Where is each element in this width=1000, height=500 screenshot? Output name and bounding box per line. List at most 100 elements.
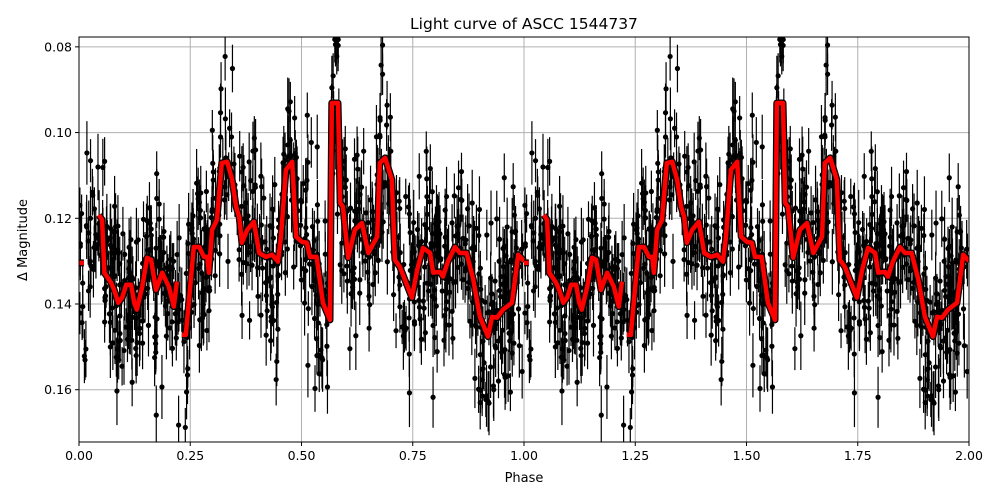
data-point <box>522 202 528 208</box>
data-point <box>599 195 605 202</box>
data-point <box>547 297 553 304</box>
data-point <box>648 188 654 195</box>
data-point <box>579 339 585 346</box>
data-point <box>197 261 203 267</box>
data-point <box>522 310 528 316</box>
data-point <box>443 193 450 200</box>
data-point <box>933 275 939 281</box>
data-point <box>562 337 568 344</box>
data-point <box>852 229 858 236</box>
data-point <box>614 266 620 272</box>
data-point <box>153 412 159 418</box>
data-point <box>640 196 646 202</box>
data-point <box>757 385 763 392</box>
data-point <box>681 247 687 253</box>
data-point <box>390 292 397 298</box>
data-point <box>871 199 878 205</box>
data-point <box>491 387 497 393</box>
data-point <box>748 231 755 238</box>
data-point <box>102 158 108 164</box>
data-point <box>709 246 715 252</box>
y-tick-label: 0.16 <box>44 382 72 397</box>
data-point <box>208 214 214 221</box>
data-point <box>195 196 201 202</box>
data-point <box>120 231 126 237</box>
data-point <box>315 352 322 358</box>
data-point <box>275 272 281 278</box>
data-point <box>921 206 928 213</box>
data-point <box>651 288 657 294</box>
data-point <box>621 235 627 241</box>
data-point <box>861 304 868 310</box>
data-point <box>110 340 116 346</box>
data-point <box>930 398 936 405</box>
data-point <box>960 306 967 312</box>
data-point <box>484 232 490 238</box>
y-tick-label: 0.14 <box>44 297 72 312</box>
data-point <box>528 346 534 352</box>
data-point <box>961 343 967 349</box>
data-point <box>614 319 620 325</box>
data-point <box>228 134 235 140</box>
data-point <box>502 374 508 381</box>
data-point <box>308 139 314 146</box>
data-point <box>895 335 901 341</box>
data-point <box>667 53 673 60</box>
data-point <box>886 337 892 343</box>
data-point <box>851 211 858 217</box>
data-point <box>700 293 706 299</box>
data-point <box>691 317 698 323</box>
data-point <box>424 280 430 286</box>
data-point <box>174 251 180 258</box>
data-point <box>938 345 944 351</box>
data-point <box>530 238 536 244</box>
data-point <box>703 312 709 318</box>
data-point <box>798 208 804 215</box>
data-point <box>133 352 139 359</box>
data-point <box>250 188 256 195</box>
data-point <box>503 275 509 281</box>
data-point <box>684 271 690 277</box>
data-point <box>351 265 357 271</box>
data-point <box>451 193 457 199</box>
data-point <box>423 225 430 232</box>
data-point <box>438 255 444 262</box>
data-point <box>795 270 801 276</box>
data-point <box>285 106 291 112</box>
data-point <box>272 182 278 188</box>
data-point <box>851 315 857 321</box>
data-point <box>827 179 833 186</box>
data-point <box>499 349 505 355</box>
data-point <box>903 169 910 175</box>
data-point <box>303 187 309 193</box>
data-point <box>79 320 85 326</box>
data-point <box>750 305 756 312</box>
data-point <box>922 352 928 358</box>
data-point <box>501 264 507 270</box>
data-point <box>182 424 188 431</box>
data-point <box>350 270 356 276</box>
data-point <box>134 339 140 346</box>
data-point <box>684 312 690 318</box>
data-point <box>941 236 948 242</box>
data-point <box>715 235 721 241</box>
data-point <box>472 375 478 382</box>
data-point <box>305 305 311 312</box>
data-point <box>354 152 360 158</box>
data-point <box>552 344 558 350</box>
data-point <box>812 302 818 308</box>
data-point <box>896 193 902 199</box>
data-point <box>417 316 423 322</box>
data-point <box>102 297 108 304</box>
data-point <box>787 146 793 152</box>
data-point <box>828 122 835 128</box>
data-point <box>859 226 866 233</box>
data-point <box>263 292 269 299</box>
data-point <box>881 219 887 225</box>
data-point <box>937 278 943 284</box>
data-point <box>736 264 742 270</box>
data-point <box>135 237 141 243</box>
data-point <box>515 306 522 312</box>
data-point <box>566 347 572 354</box>
data-point <box>443 299 450 305</box>
